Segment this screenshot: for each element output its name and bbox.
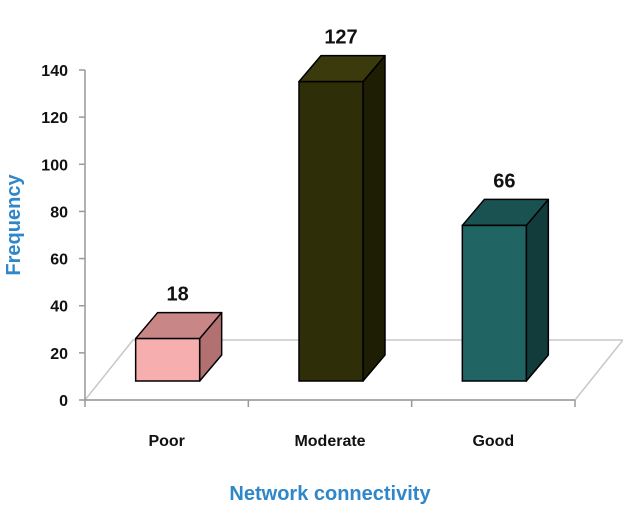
y-tick-label: 120 <box>41 110 68 127</box>
y-tick-label: 40 <box>50 299 68 316</box>
x-axis-title: Network connectivity <box>229 483 431 505</box>
y-tick-label: 0 <box>59 393 68 410</box>
y-tick-label: 80 <box>50 204 68 221</box>
bar-good <box>461 198 550 382</box>
data-label: 18 <box>167 284 189 306</box>
bar-side-face <box>362 54 386 382</box>
bar-side-face <box>525 198 550 382</box>
y-tick-label: 60 <box>50 252 68 269</box>
category-label: Good <box>472 433 514 450</box>
y-tick-label: 140 <box>41 63 68 80</box>
y-axis-title: Frequency <box>3 174 25 276</box>
bar-front-face <box>134 337 201 382</box>
bar-poor <box>134 311 223 382</box>
bar-moderate <box>298 54 386 382</box>
bar-front-face <box>461 224 528 382</box>
category-label: Poor <box>148 433 184 450</box>
category-label: Moderate <box>294 433 365 450</box>
data-label: 66 <box>493 170 515 192</box>
y-tick-label: 100 <box>41 157 68 174</box>
bar-front-face <box>298 80 364 382</box>
data-label: 127 <box>324 27 357 49</box>
y-tick-label: 20 <box>50 346 68 363</box>
